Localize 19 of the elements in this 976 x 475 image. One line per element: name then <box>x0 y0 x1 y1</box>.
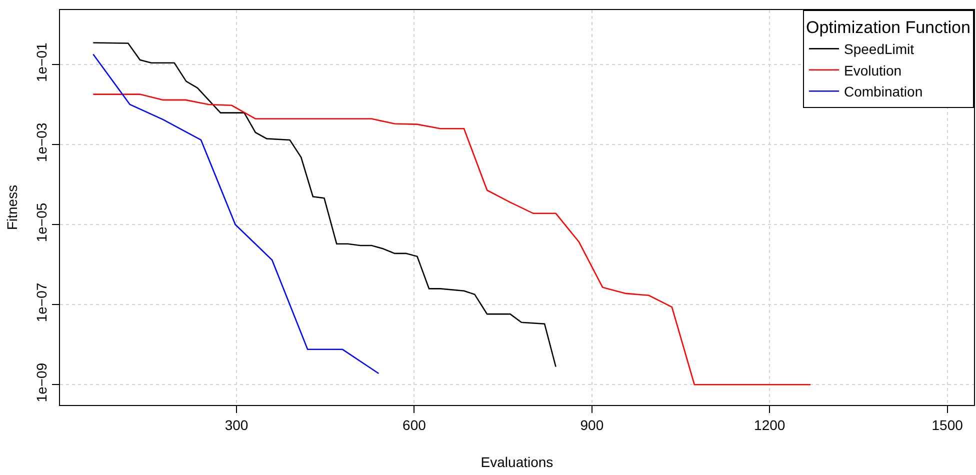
legend-label: Evolution <box>844 62 902 78</box>
y-tick-label: 1e−09 <box>33 362 50 402</box>
x-axis-title: Evaluations <box>480 454 554 470</box>
y-axis-title: Fitness <box>4 184 20 230</box>
legend-label: SpeedLimit <box>844 41 914 58</box>
line-series <box>92 42 556 368</box>
line-series <box>92 94 812 386</box>
y-tick-label: 1e−05 <box>33 202 50 242</box>
x-tick-label: 300 <box>224 416 248 433</box>
y-tick-label: 1e−03 <box>33 122 50 162</box>
y-tick-label: 1e−07 <box>33 282 50 322</box>
legend-title: Optimization Function <box>806 18 970 38</box>
x-tick-label: 600 <box>402 416 426 433</box>
y-tick-label: 1e−01 <box>33 42 50 82</box>
x-tick-label: 900 <box>580 416 604 433</box>
x-tick-label: 1500 <box>932 416 964 433</box>
x-tick-label: 1200 <box>754 416 786 433</box>
line-series <box>92 54 380 374</box>
legend-label: Combination <box>844 84 923 100</box>
